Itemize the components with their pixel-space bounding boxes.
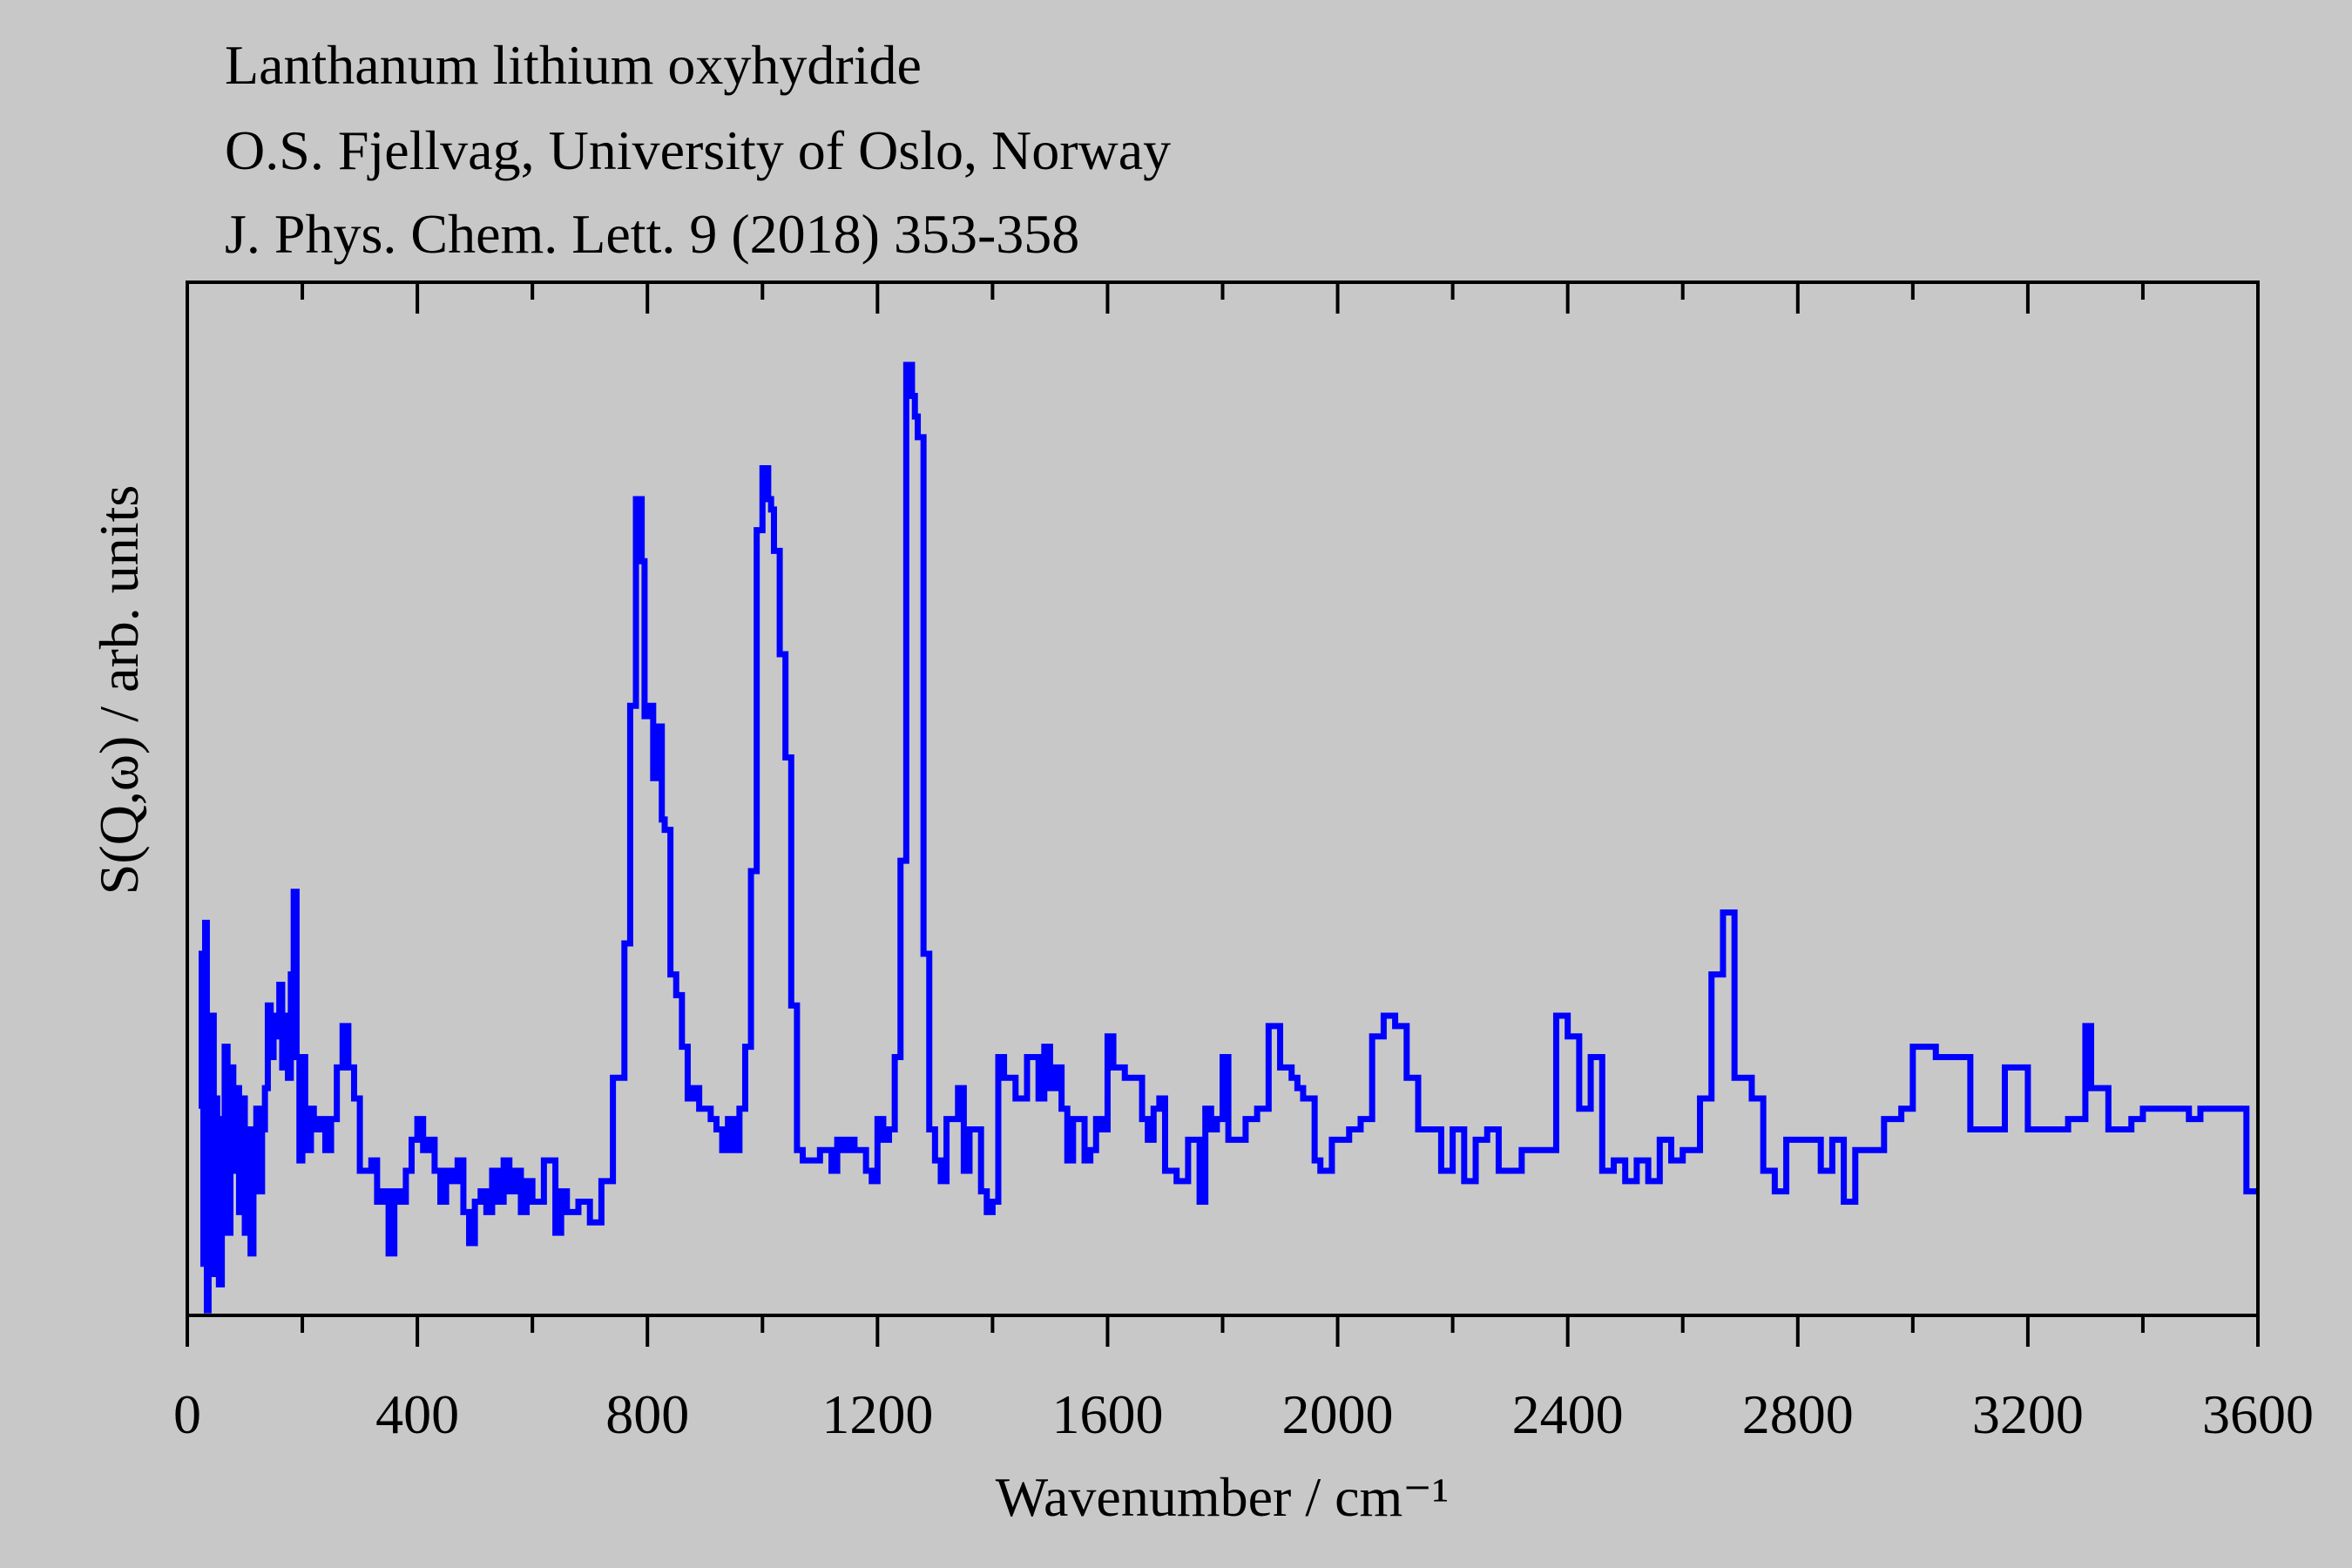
- chart-subtitle: O.S. Fjellvag, University of Oslo, Norwa…: [225, 119, 1171, 181]
- x-tick-label: 2400: [1512, 1383, 1624, 1445]
- y-axis-label: S(Q,ω) / arb. units: [88, 485, 150, 896]
- x-axis-label: Wavenumber / cm⁻¹: [996, 1466, 1450, 1528]
- data-line: [199, 362, 2258, 1314]
- x-tick-label: 1600: [1051, 1383, 1163, 1445]
- x-tick-label: 0: [173, 1383, 201, 1445]
- x-tick-label: 800: [605, 1383, 689, 1445]
- x-tick-label: 3200: [1972, 1383, 2084, 1445]
- x-tick-label: 2000: [1282, 1383, 1394, 1445]
- x-tick-label: 400: [375, 1383, 459, 1445]
- x-tick-label: 3600: [2202, 1383, 2314, 1445]
- x-tick-label: 2800: [1742, 1383, 1854, 1445]
- chart-title: Lanthanum lithium oxyhydride: [225, 34, 922, 96]
- x-tick-label: 1200: [821, 1383, 933, 1445]
- chart-subtitle: J. Phys. Chem. Lett. 9 (2018) 353-358: [225, 203, 1079, 265]
